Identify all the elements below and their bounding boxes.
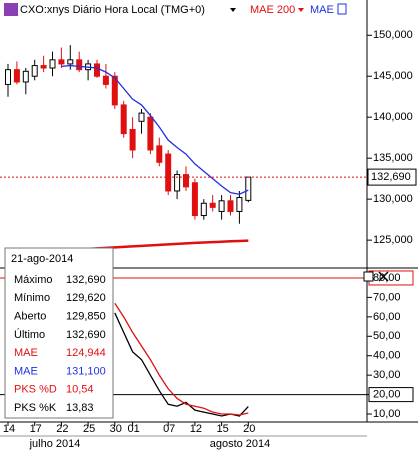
candle-body [129, 128, 136, 151]
x-tick-label: 20 [243, 423, 255, 435]
series-line [114, 312, 249, 417]
y-tick-label: 130,000 [373, 193, 413, 205]
tooltip-value: 132,690 [66, 329, 106, 341]
candle-body [102, 75, 109, 85]
y-tick-label: 150,000 [373, 29, 413, 41]
candle-body [209, 202, 216, 208]
x-tick-label: 25 [83, 423, 95, 435]
x-group-label: agosto 2014 [210, 438, 271, 450]
chart-title: CXO:xnys Diário Hora Local (TMG+0) [20, 4, 205, 16]
candle-body [156, 145, 163, 163]
tooltip-label: MAE [14, 347, 38, 359]
tooltip-value: 131,100 [66, 365, 106, 377]
candle-body [76, 59, 83, 71]
tooltip-label: Mínimo [14, 292, 50, 304]
y-tick-label: 10,00 [373, 408, 401, 420]
series-line [61, 64, 249, 195]
tooltip-value: 132,690 [66, 274, 106, 286]
tooltip-value: 124,944 [66, 347, 106, 359]
candle-body [120, 104, 127, 135]
y-tick-label: 30,00 [373, 369, 401, 381]
y-tick-label: 125,000 [373, 234, 413, 246]
close-button[interactable] [378, 271, 389, 282]
candle-body [138, 112, 145, 122]
maximize-button[interactable] [363, 271, 374, 282]
level-box [368, 387, 414, 403]
y-tick-label: 50,00 [373, 330, 401, 342]
y-tick-label: 40,00 [373, 350, 401, 362]
candle-body [218, 200, 225, 212]
candle-body [111, 75, 118, 106]
candle-body [58, 59, 65, 65]
candle-body [22, 70, 29, 83]
x-tick-label: 22 [56, 423, 68, 435]
dropdown[interactable] [298, 8, 304, 12]
candle-body [236, 197, 243, 212]
tooltip-value: 10,54 [66, 384, 94, 396]
last-price-label: 132,690 [371, 171, 411, 183]
tooltip-label: PKS %D [14, 384, 57, 396]
x-tick-label: 17 [30, 423, 42, 435]
tooltip-label: Máximo [14, 274, 53, 286]
tooltip-label: Último [14, 328, 45, 341]
x-tick-label: 30 [110, 423, 122, 435]
tooltip-label: PKS %K [14, 402, 57, 414]
x-tick-label: 07 [163, 423, 175, 435]
tooltip-value: 129,850 [66, 311, 106, 323]
candle-body [183, 174, 189, 188]
y-tick-label: 135,000 [373, 152, 413, 164]
tooltip-date: 21-ago-2014 [11, 253, 73, 265]
tooltip-label: MAE [14, 365, 38, 377]
candle-body [245, 176, 252, 201]
candle-body [191, 182, 198, 217]
candle-body [227, 200, 234, 212]
x-tick-label: 01 [127, 423, 139, 435]
dropdown[interactable] [230, 8, 236, 12]
candle-body [174, 174, 181, 192]
y-tick-label: 70,00 [373, 291, 401, 303]
legend-entry: MAE 200 [250, 4, 295, 16]
candle-body [67, 59, 74, 65]
candle-body [94, 63, 100, 77]
legend-icon[interactable] [337, 3, 347, 15]
y-tick-label: 145,000 [373, 70, 413, 82]
tooltip-box [4, 247, 114, 419]
last-price-box [367, 168, 417, 186]
candle-body [40, 65, 47, 69]
symbol-icon [4, 3, 18, 16]
candle-body [5, 69, 11, 85]
x-tick-label: 14 [3, 423, 15, 435]
y-tick-label: 20,00 [373, 388, 401, 400]
y-tick-label: 60,00 [373, 311, 401, 323]
candle-body [13, 69, 20, 83]
candle-body [49, 59, 56, 69]
candle-body [31, 65, 38, 77]
legend-entry: MAE [310, 4, 334, 16]
candle-body [147, 116, 154, 151]
x-group-label: julho 2014 [29, 438, 81, 450]
tooltip-value: 129,620 [66, 292, 106, 304]
y-tick-label: 140,000 [373, 111, 413, 123]
candle-body [200, 202, 207, 217]
tooltip-label: Aberto [14, 311, 46, 323]
x-tick-label: 15 [216, 423, 228, 435]
tooltip-value: 13,83 [66, 402, 94, 414]
candle-body [165, 153, 172, 192]
series-line [114, 302, 249, 416]
x-tick-label: 12 [190, 423, 202, 435]
